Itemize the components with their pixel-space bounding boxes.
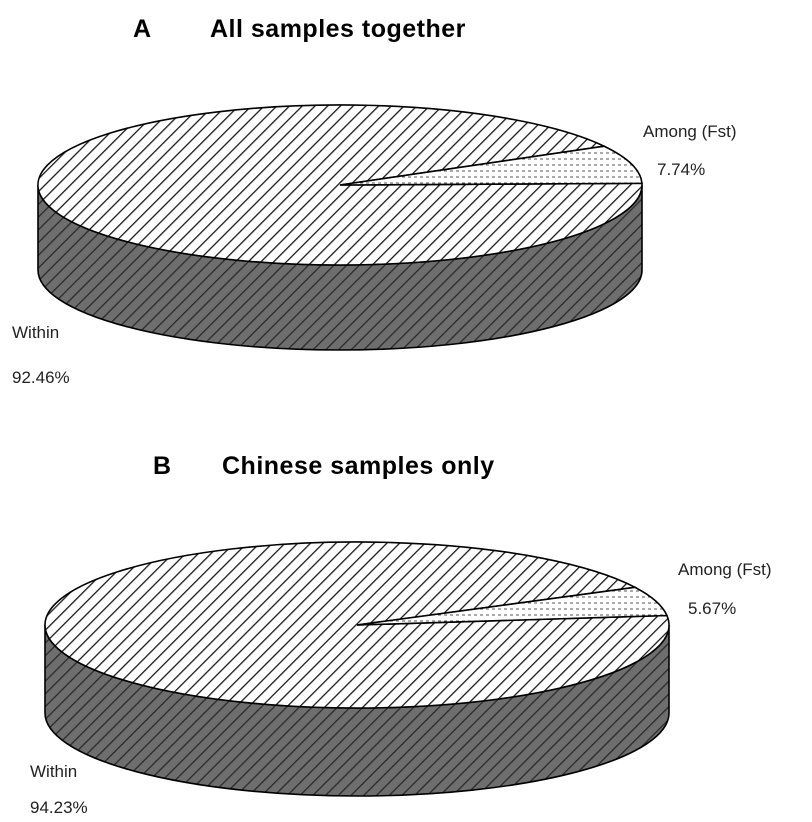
pie-a-within-label: Within (12, 323, 59, 342)
panel-a: A All samples together Among (Fst) 7.74%… (12, 15, 737, 387)
pie-a-slice-among (339, 145, 643, 186)
pie-b (44, 541, 670, 797)
pie-a-among-label: Among (Fst) (643, 122, 737, 141)
panel-b: B Chinese samples only Among (Fst) 5.67%… (30, 452, 772, 817)
pie-a-among-value: 7.74% (657, 160, 705, 179)
pie-a-within-value: 92.46% (12, 368, 70, 387)
panel-a-letter: A (133, 15, 152, 43)
pie-b-among-label: Among (Fst) (678, 560, 772, 579)
pie-b-within-value: 94.23% (30, 798, 88, 817)
pie-a (37, 104, 643, 351)
pie-b-within-label: Within (30, 762, 77, 781)
panel-b-letter: B (153, 452, 172, 480)
pie-b-among-value: 5.67% (688, 599, 736, 618)
panel-b-title: Chinese samples only (222, 452, 495, 480)
pie-b-slice-among (356, 586, 669, 626)
panel-a-title: All samples together (210, 15, 466, 43)
